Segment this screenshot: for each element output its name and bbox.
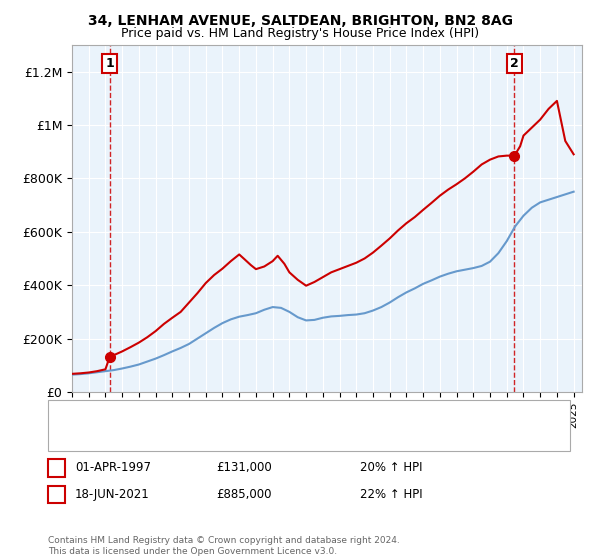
Text: Price paid vs. HM Land Registry's House Price Index (HPI): Price paid vs. HM Land Registry's House …: [121, 27, 479, 40]
Text: HPI: Average price, detached house, Brighton and Hove: HPI: Average price, detached house, Brig…: [93, 430, 383, 440]
Text: Contains HM Land Registry data © Crown copyright and database right 2024.
This d: Contains HM Land Registry data © Crown c…: [48, 536, 400, 556]
Text: £131,000: £131,000: [216, 461, 272, 474]
Text: 34, LENHAM AVENUE, SALTDEAN, BRIGHTON, BN2 8AG (detached house): 34, LENHAM AVENUE, SALTDEAN, BRIGHTON, B…: [93, 408, 472, 418]
Text: 34, LENHAM AVENUE, SALTDEAN, BRIGHTON, BN2 8AG: 34, LENHAM AVENUE, SALTDEAN, BRIGHTON, B…: [88, 14, 512, 28]
Text: 1: 1: [105, 57, 114, 70]
Text: 22% ↑ HPI: 22% ↑ HPI: [360, 488, 422, 501]
Text: 2: 2: [510, 57, 519, 70]
Text: 20% ↑ HPI: 20% ↑ HPI: [360, 461, 422, 474]
Text: 2: 2: [52, 488, 61, 501]
Text: £885,000: £885,000: [216, 488, 271, 501]
Text: 1: 1: [52, 461, 61, 474]
Text: 01-APR-1997: 01-APR-1997: [75, 461, 151, 474]
Text: ——: ——: [63, 404, 96, 422]
Text: 18-JUN-2021: 18-JUN-2021: [75, 488, 150, 501]
Text: ——: ——: [63, 426, 96, 444]
